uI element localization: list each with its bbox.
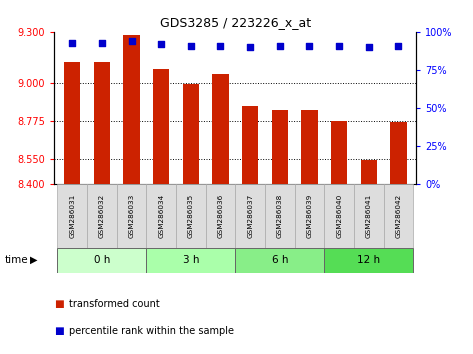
Text: GSM286040: GSM286040 <box>336 194 342 238</box>
Text: GSM286036: GSM286036 <box>218 194 223 238</box>
Text: 12 h: 12 h <box>357 255 380 265</box>
Point <box>128 38 135 44</box>
Point <box>306 43 313 48</box>
Point <box>365 44 373 50</box>
Text: 6 h: 6 h <box>272 255 288 265</box>
Text: ▶: ▶ <box>30 255 38 265</box>
Title: GDS3285 / 223226_x_at: GDS3285 / 223226_x_at <box>160 16 311 29</box>
Text: ■: ■ <box>54 326 64 336</box>
Bar <box>206 184 236 248</box>
Text: GSM286037: GSM286037 <box>247 194 253 238</box>
Text: time: time <box>5 255 28 265</box>
Point <box>335 43 343 48</box>
Point <box>394 43 402 48</box>
Text: GSM286031: GSM286031 <box>69 194 75 238</box>
Text: ■: ■ <box>54 299 64 309</box>
Text: GSM286034: GSM286034 <box>158 194 164 238</box>
Bar <box>94 62 110 184</box>
Point <box>276 43 284 48</box>
Bar <box>272 110 288 184</box>
Point <box>217 43 224 48</box>
Bar <box>146 248 236 273</box>
Bar <box>265 184 295 248</box>
Text: GSM286035: GSM286035 <box>188 194 194 238</box>
Text: 0 h: 0 h <box>94 255 110 265</box>
Bar <box>212 74 228 184</box>
Bar <box>153 69 169 184</box>
Bar <box>117 184 146 248</box>
Text: 3 h: 3 h <box>183 255 199 265</box>
Text: GSM286041: GSM286041 <box>366 194 372 238</box>
Bar <box>64 62 80 184</box>
Bar <box>390 121 407 184</box>
Bar <box>183 84 199 184</box>
Point <box>187 43 194 48</box>
Point <box>98 40 105 45</box>
Text: GSM286038: GSM286038 <box>277 194 283 238</box>
Bar <box>324 184 354 248</box>
Text: GSM286039: GSM286039 <box>307 194 313 238</box>
Text: percentile rank within the sample: percentile rank within the sample <box>69 326 234 336</box>
Bar <box>331 121 347 184</box>
Bar <box>123 35 140 184</box>
Bar <box>146 184 176 248</box>
Bar <box>324 248 413 273</box>
Bar <box>242 106 258 184</box>
Bar <box>57 184 87 248</box>
Text: GSM286042: GSM286042 <box>395 194 402 238</box>
Bar <box>236 184 265 248</box>
Point <box>158 41 165 47</box>
Bar <box>384 184 413 248</box>
Bar <box>87 184 117 248</box>
Bar <box>57 248 146 273</box>
Bar <box>295 184 324 248</box>
Point <box>246 44 254 50</box>
Bar <box>176 184 206 248</box>
Bar <box>354 184 384 248</box>
Bar <box>360 160 377 184</box>
Text: GSM286032: GSM286032 <box>99 194 105 238</box>
Text: GSM286033: GSM286033 <box>129 194 134 238</box>
Point <box>69 40 76 45</box>
Bar <box>301 110 318 184</box>
Text: transformed count: transformed count <box>69 299 159 309</box>
Bar <box>236 248 324 273</box>
